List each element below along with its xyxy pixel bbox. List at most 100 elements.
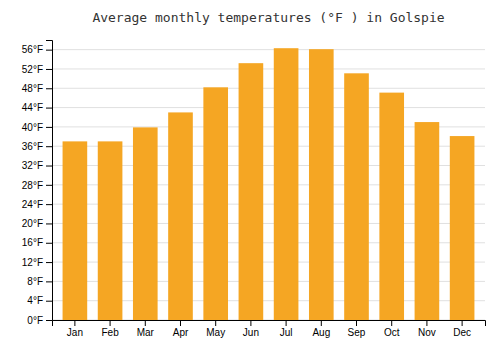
y-tick: 28°F <box>22 180 52 191</box>
y-tick-mark <box>46 166 52 167</box>
x-tick-label: Apr <box>173 327 189 338</box>
y-tick: 0°F <box>27 315 52 326</box>
bar <box>98 141 123 320</box>
y-tick-label: 36°F <box>22 141 43 152</box>
y-tick-label: 12°F <box>22 257 43 268</box>
y-tick-label: 4°F <box>27 295 43 306</box>
y-tick: 32°F <box>22 160 52 171</box>
y-tick: 16°F <box>22 237 52 248</box>
y-tick-label: 40°F <box>22 122 43 133</box>
y-tick-mark <box>46 281 52 282</box>
x-tick: Nov <box>418 320 436 338</box>
x-tick-mark <box>145 320 146 326</box>
y-tick: 52°F <box>22 64 52 75</box>
y-tick: 36°F <box>22 141 52 152</box>
x-tick: Jun <box>243 320 259 338</box>
title: Average monthly temperatures (°F ) in Go… <box>92 10 444 25</box>
bar <box>309 49 334 320</box>
x-tick-mark <box>250 320 251 326</box>
x-tick: Feb <box>101 320 119 338</box>
y-tick-mark <box>46 243 52 244</box>
x-tick-label: May <box>206 327 225 338</box>
y-tick: 40°F <box>22 122 52 133</box>
x-tick: Aug <box>312 320 330 338</box>
bar <box>274 48 299 320</box>
x-tick: Mar <box>137 320 155 338</box>
y-axis: 0°F 4°F 8°F 12°F 16°F 20°F 24°F 28°F 32°F 36°F 40°… <box>22 41 53 326</box>
grid <box>52 50 485 320</box>
bar <box>379 93 404 320</box>
x-tick-label: Jan <box>67 327 83 338</box>
bar <box>239 63 264 320</box>
x-tick-label: Dec <box>453 327 471 338</box>
y-tick-mark <box>46 50 52 51</box>
bar <box>133 127 158 320</box>
y-tick-mark <box>46 262 52 263</box>
x-tick-mark <box>286 320 287 326</box>
x-tick-label: Oct <box>384 327 400 338</box>
x-axis-line <box>53 321 486 327</box>
y-tick-label: 20°F <box>22 218 43 229</box>
y-tick: 48°F <box>22 83 52 94</box>
bar <box>415 122 440 320</box>
y-tick: 12°F <box>22 257 52 268</box>
y-axis-line <box>46 41 53 321</box>
grid-line <box>52 68 485 69</box>
y-tick-label: 48°F <box>22 83 43 94</box>
x-tick-mark <box>110 320 111 326</box>
x-tick-label: Mar <box>137 327 155 338</box>
x-tick-mark <box>391 320 392 326</box>
x-tick: Dec <box>453 320 471 338</box>
y-tick-mark <box>46 204 52 205</box>
x-tick-label: Aug <box>312 327 330 338</box>
bars <box>63 48 475 320</box>
x-tick-label: Jun <box>243 327 259 338</box>
x-tick: Sep <box>348 320 366 338</box>
y-tick-label: 24°F <box>22 199 43 210</box>
y-tick-mark <box>46 223 52 224</box>
x-tick-label: Jul <box>280 327 293 338</box>
y-tick: 24°F <box>22 199 52 210</box>
y-tick-label: 8°F <box>27 276 43 287</box>
grid-line <box>52 107 485 108</box>
y-tick-mark <box>46 127 52 128</box>
y-tick: 56°F <box>22 44 52 55</box>
x-tick-mark <box>356 320 357 326</box>
x-tick: May <box>206 320 225 338</box>
y-tick-mark <box>46 185 52 186</box>
x-tick-label: Sep <box>348 327 366 338</box>
y-tick-mark <box>46 88 52 89</box>
x-tick-mark <box>321 320 322 326</box>
grid-line <box>52 88 485 89</box>
y-tick-label: 56°F <box>22 44 43 55</box>
x-tick: Jan <box>67 320 83 338</box>
y-tick: 4°F <box>27 295 52 306</box>
bar <box>344 73 369 320</box>
y-tick-label: 16°F <box>22 237 43 248</box>
grid-line <box>52 49 485 50</box>
x-tick-label: Nov <box>418 327 436 338</box>
y-tick-mark <box>46 146 52 147</box>
x-tick: Apr <box>173 320 189 338</box>
y-tick-mark <box>46 301 52 302</box>
x-tick: Oct <box>384 320 400 338</box>
bar <box>63 141 88 320</box>
bar <box>168 112 193 320</box>
bar <box>450 136 475 320</box>
chart: 0°F 4°F 8°F 12°F 16°F 20°F 24°F 28°F 32°F 36°F 40°… <box>0 0 500 350</box>
y-tick-label: 0°F <box>27 315 43 326</box>
x-tick-mark <box>462 320 463 326</box>
x-tick: Jul <box>280 320 293 338</box>
x-axis: Jan Feb Mar Apr May Jun Jul Aug Sep Oct Nov Dec <box>53 320 486 338</box>
y-tick-label: 32°F <box>22 160 43 171</box>
x-tick-label: Feb <box>101 327 119 338</box>
y-tick: 44°F <box>22 102 52 113</box>
y-tick-mark <box>46 69 52 70</box>
y-tick-label: 44°F <box>22 102 43 113</box>
y-tick: 20°F <box>22 218 52 229</box>
bar <box>203 87 228 320</box>
y-tick-label: 52°F <box>22 64 43 75</box>
y-tick: 8°F <box>27 276 52 287</box>
y-tick-label: 28°F <box>22 180 43 191</box>
x-tick-mark <box>426 320 427 326</box>
